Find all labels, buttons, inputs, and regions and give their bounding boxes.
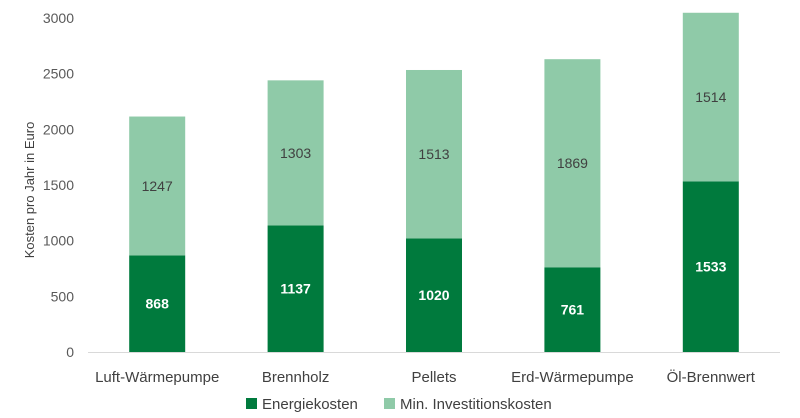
bar-investitionskosten <box>267 80 324 226</box>
bar-investitionskosten <box>682 12 739 182</box>
y-axis: 0 500 1000 1500 2000 2500 3000 <box>43 10 74 360</box>
y-tick-label: 3000 <box>43 10 74 26</box>
y-axis-title: Kosten pro Jahr in Euro <box>22 122 37 259</box>
data-label: 1869 <box>557 155 588 171</box>
x-tick-label: Brennholz <box>262 369 330 386</box>
bar-energiekosten <box>267 225 324 352</box>
bar-investitionskosten <box>544 59 601 268</box>
x-axis: Luft-Wärmepumpe Brennholz Pellets Erd-Wärme… <box>95 368 756 386</box>
legend-swatch <box>384 398 395 409</box>
bar-energiekosten <box>544 267 601 352</box>
data-label: 1303 <box>280 145 311 161</box>
data-label: 868 <box>146 296 170 312</box>
data-label: 1533 <box>695 259 726 275</box>
y-tick-label: 0 <box>66 344 74 360</box>
bar-energiekosten <box>129 255 186 352</box>
bar-energiekosten <box>406 238 462 352</box>
legend-swatch <box>246 398 257 409</box>
legend-label: Energiekosten <box>262 396 358 413</box>
y-axis-title-group: Kosten pro Jahr in Euro <box>22 122 37 259</box>
y-tick-label: 2000 <box>43 121 74 137</box>
bar-investitionskosten <box>406 69 462 239</box>
x-tick-label: Erd-Wärmepumpe <box>511 369 634 386</box>
data-label: 761 <box>561 302 585 318</box>
x-tick-label: Luft-Wärmepumpe <box>95 369 219 386</box>
legend-label: Min. Investitionskosten <box>400 396 552 413</box>
data-label: 1247 <box>142 178 173 194</box>
data-label: 1020 <box>418 287 449 303</box>
data-label: 1137 <box>280 281 311 297</box>
bar-investitionskosten <box>129 116 186 256</box>
x-tick-label: Öl-Brennwert <box>667 368 756 386</box>
bar-energiekosten <box>682 181 739 352</box>
legend: Energiekosten Min. Investitionskosten <box>246 396 552 413</box>
data-label: 1514 <box>695 89 726 105</box>
y-tick-label: 500 <box>51 288 75 304</box>
y-tick-label: 1500 <box>43 177 74 193</box>
data-label: 1513 <box>418 146 449 162</box>
x-tick-label: Pellets <box>411 369 456 386</box>
y-tick-label: 2500 <box>43 66 74 82</box>
bars: 868 1247 1137 1303 1020 1513 761 1869 1533 1514 <box>129 12 739 352</box>
y-tick-label: 1000 <box>43 233 74 249</box>
